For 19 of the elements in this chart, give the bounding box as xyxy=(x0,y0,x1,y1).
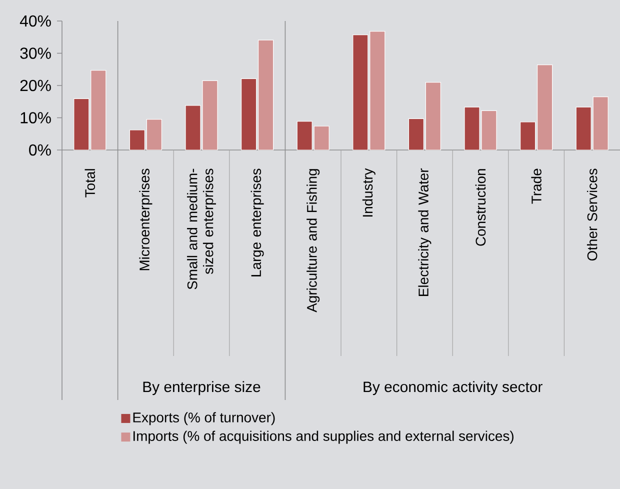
y-tick-label: 30% xyxy=(20,48,51,59)
x-tick-label: Microenterprises xyxy=(139,168,152,270)
x-tick-label: Other Services xyxy=(586,168,598,261)
x-tick-label: Industry xyxy=(362,168,376,217)
legend-label: Imports (% of acquisitions and supplies and external services) xyxy=(133,430,514,444)
y-tick-label: 0% xyxy=(29,144,51,156)
x-tick-label: Electricity and Water xyxy=(418,168,432,296)
x-tick-label: Trade xyxy=(531,168,542,204)
x-tick-label: Total xyxy=(84,169,96,198)
y-tick-label: 40% xyxy=(20,15,51,27)
x-tick-label: Large enterprises xyxy=(250,168,264,276)
y-tick-label: 10% xyxy=(20,112,51,124)
legend-label: Exports (% of turnover) xyxy=(133,412,275,426)
x-tick-label: Agriculture and Fishing xyxy=(306,169,320,312)
x-tick-label: Construction xyxy=(475,169,486,246)
y-tick-label: 20% xyxy=(20,80,51,92)
text: By enterprise size xyxy=(143,381,260,396)
text: By economic activity sector xyxy=(364,381,542,396)
x-tick-label: Small and medium-sized enterprises xyxy=(187,168,216,290)
